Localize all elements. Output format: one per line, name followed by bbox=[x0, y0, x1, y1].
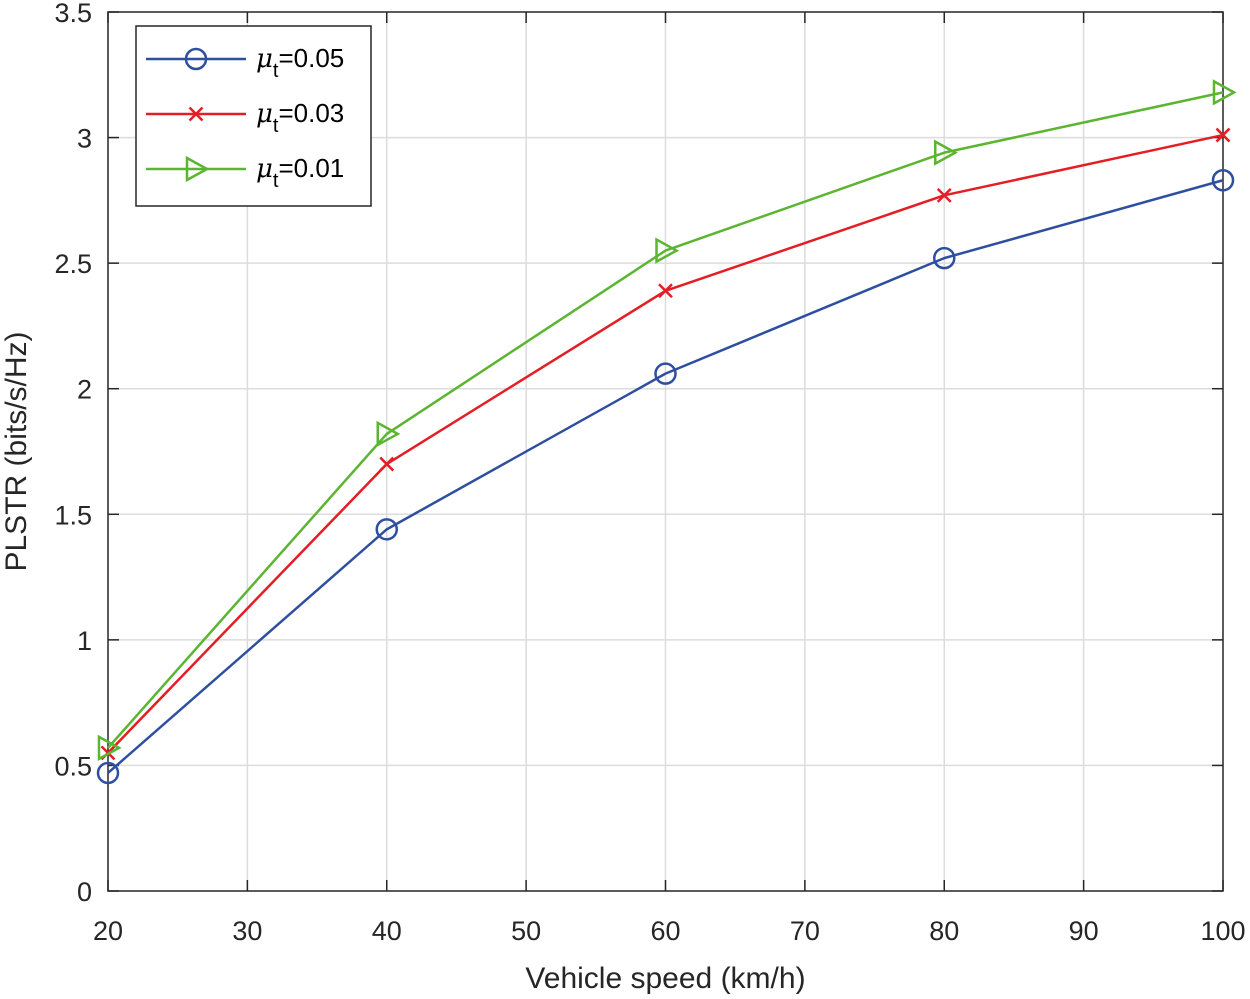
data-point-triangle bbox=[1212, 79, 1237, 106]
x-tick-label: 80 bbox=[929, 916, 959, 946]
y-axis-label: PLSTR (bits/s/Hz) bbox=[0, 331, 33, 571]
legend-box bbox=[135, 25, 372, 207]
x-tick-label: 20 bbox=[93, 916, 123, 946]
y-tick-label: 1.5 bbox=[54, 500, 92, 530]
y-tick-label: 2.5 bbox=[54, 249, 92, 279]
data-point-triangle bbox=[376, 420, 401, 448]
data-point-x bbox=[936, 187, 952, 203]
series-3 bbox=[97, 79, 1237, 761]
series-line bbox=[107, 91, 1224, 749]
legend: μt=0.05 μt=0.03 μt=0.01 bbox=[135, 25, 372, 207]
x-tick-label: 50 bbox=[511, 916, 541, 946]
y-tick-label: 3.5 bbox=[54, 0, 92, 28]
y-axis: 0 0.5 1 1.5 2 2.5 3 3.5 bbox=[54, 0, 1223, 907]
y-tick-label: 3 bbox=[77, 124, 92, 154]
x-tick-label: 40 bbox=[372, 916, 402, 946]
series-1 bbox=[96, 169, 1235, 785]
series-line bbox=[107, 179, 1224, 774]
data-point-x bbox=[188, 106, 204, 122]
x-tick-label: 90 bbox=[1069, 916, 1099, 946]
x-tick-label: 30 bbox=[232, 916, 262, 946]
legend-entry-1: μt=0.05 bbox=[146, 43, 344, 82]
y-tick-label: 0.5 bbox=[54, 751, 92, 781]
data-point-circle bbox=[184, 47, 208, 71]
data-point-circle bbox=[654, 362, 677, 385]
data-point-circle bbox=[933, 246, 956, 270]
data-point-triangle bbox=[934, 139, 958, 166]
data-point-circle bbox=[375, 518, 398, 541]
x-tick-label: 60 bbox=[650, 916, 680, 946]
y-tick-label: 2 bbox=[77, 375, 92, 405]
y-tick-label: 1 bbox=[77, 626, 92, 656]
x-axis: 20 30 40 50 60 70 80 90 100 bbox=[93, 12, 1246, 946]
x-tick-label: 70 bbox=[790, 916, 820, 946]
legend-entry-3: μt=0.01 bbox=[146, 153, 344, 192]
legend-label: μt=0.05 bbox=[256, 43, 344, 82]
data-point-triangle bbox=[185, 155, 210, 183]
data-point-circle bbox=[1211, 169, 1235, 192]
legend-label: μt=0.01 bbox=[256, 153, 344, 192]
series-layer bbox=[96, 79, 1237, 785]
x-axis-label: Vehicle speed (km/h) bbox=[525, 962, 805, 995]
data-point-triangle bbox=[655, 237, 680, 264]
data-point-x bbox=[1215, 127, 1231, 143]
legend-entry-2: μt=0.03 bbox=[146, 98, 344, 137]
data-point-triangle bbox=[97, 734, 122, 761]
x-tick-label: 100 bbox=[1200, 916, 1245, 946]
data-point-x bbox=[658, 283, 673, 299]
y-tick-label: 0 bbox=[77, 877, 92, 907]
data-point-x bbox=[379, 456, 395, 472]
legend-label: μt=0.03 bbox=[256, 98, 344, 137]
data-point-circle bbox=[96, 761, 120, 785]
